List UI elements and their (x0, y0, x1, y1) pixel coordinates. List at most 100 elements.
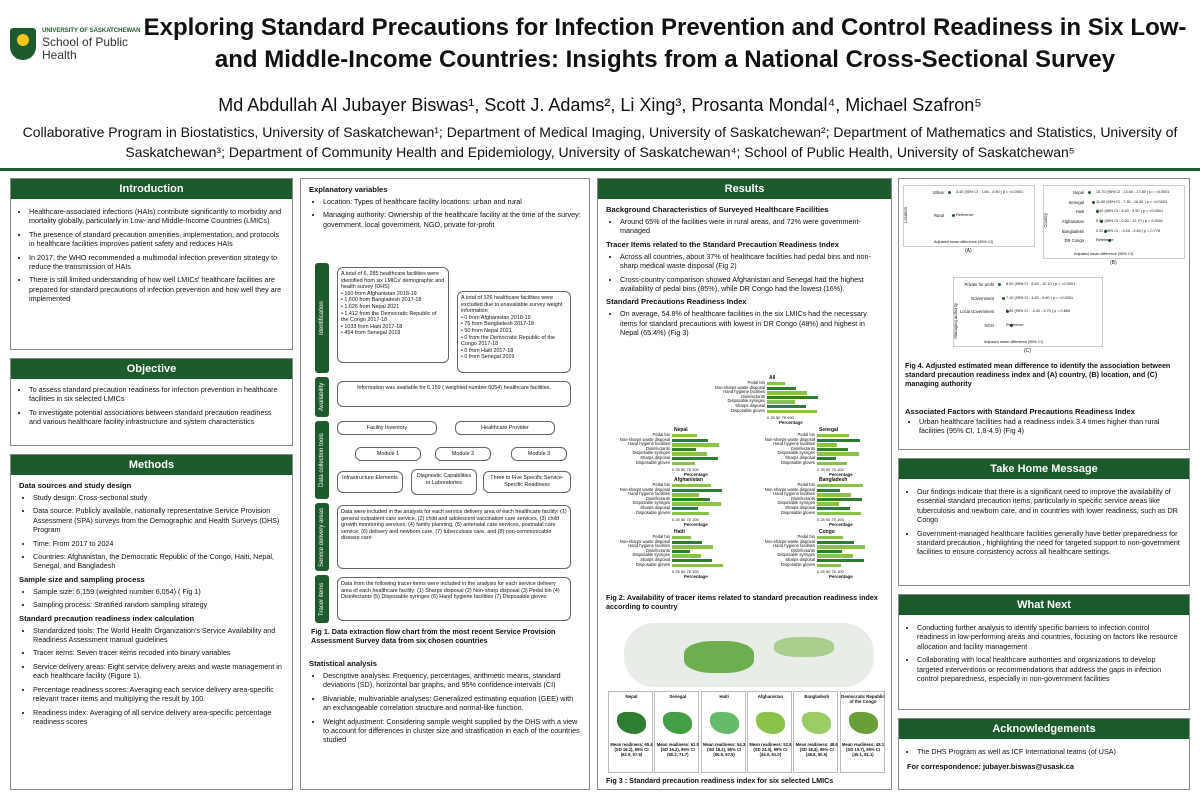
objective-heading: Objective (11, 359, 292, 379)
methods-section: Methods Data sources and study design St… (10, 454, 293, 790)
logo-school-text: School of Public Health (42, 35, 129, 62)
fig2-bar (817, 497, 862, 502)
list-item: Sample size: 6,159 (weighted number 6,05… (33, 587, 284, 596)
fig2-item-label: Non-sharps waste disposal (714, 384, 765, 390)
shield-icon (10, 28, 36, 60)
forest-row-text: 0.30 (95% CI : -3.40 - 3.70 ) p = 0.865 (1006, 309, 1071, 313)
fig3-readiness: Mean readiness: 61.0 (SD 16.2), 95% CI (… (656, 742, 699, 757)
forest-panel-label: (A) (965, 248, 972, 254)
correspondence: For correspondence: jubayer.biswas@usask… (907, 762, 1074, 772)
fig2-panel-title: Congo (819, 529, 835, 535)
fig2-bar (672, 563, 723, 567)
fig2-bar (672, 457, 718, 461)
list-item: Managing authority: Ownership of the hea… (323, 210, 581, 229)
fig2-item-label: Hand hygiene facilities (628, 441, 670, 447)
list-item: The presence of standard precaution amen… (29, 230, 284, 249)
fig2-item-label: Disposable gloves (636, 509, 670, 515)
authors: Md Abdullah Al Jubayer Biswas¹, Scott J.… (218, 95, 982, 115)
fig3-country-cell: Afghanistan Mean readiness: 52.5 (SD 24.0… (746, 691, 792, 773)
flow-side-service: Service delivery areas (315, 503, 329, 571)
fig2-bar (817, 545, 865, 549)
fig2-bar (767, 382, 785, 386)
list-item: Data source: Publicly available, nationa… (33, 506, 284, 534)
list-item: Sampling process: Stratified random samp… (33, 600, 284, 609)
fig2-xlabel: Percentage (684, 574, 708, 579)
take-home-heading: Take Home Message (899, 459, 1189, 479)
fig1-caption: Fig 1. Data extraction flow chart from t… (311, 627, 556, 645)
forest-row-text: Reference (1096, 238, 1114, 243)
fig2-item-label: Disposable syringes (777, 500, 815, 506)
list-item: On average, 54.8% of healthcare faciliti… (620, 309, 883, 337)
associated-list: Urban healthcare facilities had a readin… (905, 417, 1185, 440)
fig3-country-name: Bangladesh (804, 694, 830, 699)
fig2-panel: Haiti Pedal bin Non-sharps waste disposal H… (602, 529, 742, 579)
fig3-readiness: Mean readiness: 52.5 (SD 24.0), 95% CI (… (749, 742, 792, 757)
fig2-item-label: Sharps disposal (785, 505, 815, 510)
country-shape (617, 712, 646, 734)
fig2-bar (672, 443, 719, 447)
fig2-bar (672, 549, 690, 554)
fig2-item-label: Disposable gloves (731, 407, 765, 413)
list-item: Urban healthcare facilities had a readin… (919, 417, 1185, 436)
methods-heading: Methods (11, 455, 292, 475)
fig2-xlabel: Percentage (829, 574, 853, 579)
forest-row-text: 8.00 (95% CI : 6.40 - 10.10 ) p = <0.000… (1006, 282, 1076, 286)
fig2-panel: Congo Pedal bin Non-sharps waste disposal H… (747, 529, 887, 579)
fig3-country-panels: Nepal Mean readiness: 65.4 (SD 16.2), 95%… (608, 691, 886, 773)
methods-list-3: Standardized tools: The World Health Org… (19, 626, 284, 727)
fig2-panel: Afghanistan Pedal bin Non-sharps waste dis… (602, 477, 742, 527)
fig2-item-label: Disposable gloves (781, 459, 815, 465)
list-item: Service delivery areas: Eight service de… (33, 662, 284, 681)
list-item: There is still limited understanding of … (29, 275, 284, 303)
fig2-bar (672, 559, 712, 563)
fig2-item-label: Disinfectants (646, 495, 670, 501)
fig2-bar (817, 549, 842, 554)
fig2-bar (817, 507, 850, 511)
fig2-bar (767, 400, 795, 404)
column-2: Explanatory variables Location: Types of… (300, 178, 590, 790)
fig2-bar (817, 554, 853, 558)
forest-point (1088, 191, 1091, 194)
fig2-axis-ticks: 0 25 50 75 100 (817, 467, 844, 472)
list-item: Bivariable, multivariable analyses: Gene… (323, 694, 583, 713)
forest-row-text: Reference (1006, 322, 1024, 327)
list-item: Time: From 2017 to 2024 (33, 539, 284, 548)
flow-healthcare-provider: Healthcare Provider (455, 421, 555, 435)
fig2-item-label: Non-sharps waste disposal (764, 486, 815, 492)
fig3-country-name: Nepal (625, 694, 638, 699)
fig2-item-label: Pedal bin (797, 432, 815, 437)
fig2-item-label: Hand hygiene facilities (773, 441, 815, 447)
fig2-bar (672, 488, 722, 492)
methods-subheading: Data sources and study design (19, 481, 132, 490)
forest-row-label: Afghanistan (1061, 219, 1084, 224)
fig2-xlabel: Percentage (779, 420, 803, 425)
fig2-bar (817, 457, 836, 461)
flow-tracer-box: Data from the following tracer items wer… (337, 577, 571, 621)
forest-panel: Country Nepal 15.70 (95% CI : 13.60 - 17.8… (1043, 185, 1185, 259)
forest-row-label: Haiti (1075, 209, 1084, 215)
fig2-panel: Senegal Pedal bin Non-sharps waste disposa… (747, 427, 887, 477)
fig2-bar (817, 447, 848, 452)
fig2-bar (767, 405, 806, 409)
explanatory-heading: Explanatory variables (309, 185, 388, 194)
flow-infrastructure: Infrastructure Elements (337, 471, 403, 493)
fig2-bar (672, 493, 699, 497)
header-divider (0, 168, 1200, 171)
list-item: Tracer items: Seven tracer items recoded… (33, 648, 284, 657)
forest-point (948, 191, 951, 194)
fig3-country-name: Democratic Republic of the Congo (841, 694, 885, 704)
fig3-country-name: Afghanistan (757, 694, 784, 699)
forest-point (952, 214, 955, 217)
fig2-item-label: Sharps disposal (785, 557, 815, 562)
poster-header: UNIVERSITY OF SASKATCHEWAN School of Pub… (0, 0, 1200, 170)
fig2-item-label: Disposable gloves (636, 459, 670, 465)
forest-row-label: Nepal (1073, 190, 1084, 195)
results-heading: Results (598, 179, 891, 199)
fig2-item-label: Disposable gloves (781, 509, 815, 515)
fig3-readiness: Mean readiness: 54.3 (SD 18.2), 95% CI (… (703, 742, 746, 757)
fig2-item-label: Disposable syringes (777, 450, 815, 456)
fig3-caption: Fig 3 : Standard precaution readiness in… (606, 776, 834, 785)
forest-row-text: Reference (956, 213, 974, 217)
fig3-country-cell: Democratic Republic of the Congo Mean rea… (839, 691, 885, 773)
fig2-bar (817, 488, 840, 492)
